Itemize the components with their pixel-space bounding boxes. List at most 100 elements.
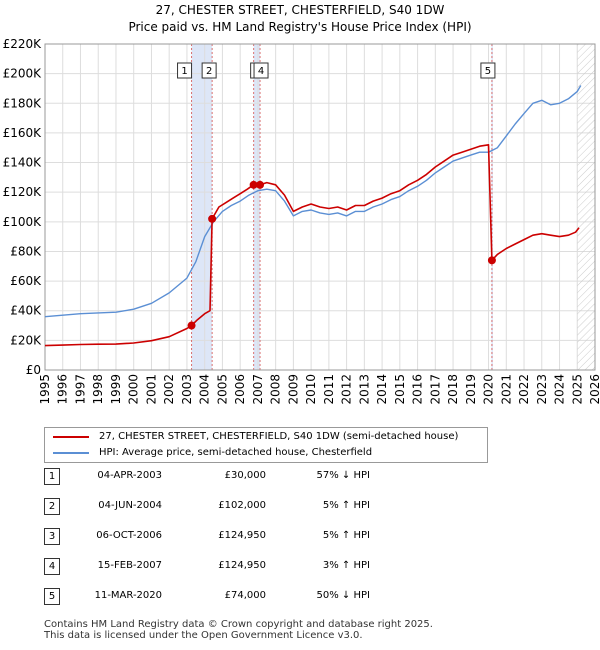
legend-swatch-price-paid	[53, 436, 89, 438]
legend-swatch-hpi	[53, 452, 89, 454]
x-tick-label: 2007	[251, 374, 265, 405]
chart-title: 27, CHESTER STREET, CHESTERFIELD, S40 1D…	[0, 2, 600, 36]
sale-price: £124,950	[218, 530, 266, 541]
sale-point	[249, 180, 258, 189]
y-tick-label: £140K	[3, 156, 43, 170]
sale-date: 04-APR-2003	[97, 470, 162, 481]
sale-date: 06-OCT-2006	[96, 530, 162, 541]
x-tick-label: 2019	[464, 374, 478, 405]
sale-row: 2 04-JUN-2004 £102,000 5% ↑ HPI	[0, 498, 600, 518]
forecast-hatch	[577, 44, 595, 370]
sale-row: 5 11-MAR-2020 £74,000 50% ↓ HPI	[0, 588, 600, 608]
sale-number-badge: 4	[44, 558, 60, 575]
sale-hpi-relation: 3% ↑ HPI	[322, 560, 370, 571]
x-tick-label: 1996	[56, 374, 70, 405]
sale-label-text: 4	[258, 66, 264, 77]
x-tick-label: 2012	[340, 374, 354, 405]
x-tick-label: 2017	[428, 374, 442, 405]
x-tick-label: 2011	[322, 374, 336, 405]
sale-date: 15-FEB-2007	[97, 560, 162, 571]
x-tick-label: 2026	[588, 374, 600, 405]
sale-point	[256, 180, 265, 189]
x-tick-label: 2002	[162, 374, 176, 405]
y-tick-label: £100K	[3, 215, 43, 229]
y-tick-label: £20K	[10, 333, 42, 347]
sale-date: 11-MAR-2020	[94, 590, 162, 601]
y-tick-label: £220K	[3, 37, 43, 51]
x-tick-label: 2000	[127, 374, 141, 405]
sale-row: 3 06-OCT-2006 £124,950 5% ↑ HPI	[0, 528, 600, 548]
sale-band	[191, 44, 213, 370]
x-tick-label: 2004	[198, 374, 212, 405]
footer-license: This data is licensed under the Open Gov…	[44, 630, 363, 641]
price-paid-line	[44, 144, 580, 347]
y-tick-label: £160K	[3, 126, 43, 140]
price-chart: 12345£0£20K£40K£60K£80K£100K£120K£140K£1…	[3, 37, 600, 405]
sale-label-text: 1	[181, 66, 187, 77]
x-tick-label: 1999	[109, 374, 123, 405]
x-tick-label: 1998	[91, 374, 105, 405]
footer-copyright: Contains HM Land Registry data © Crown c…	[44, 619, 433, 630]
legend-label-price-paid: 27, CHESTER STREET, CHESTERFIELD, S40 1D…	[99, 431, 459, 442]
y-tick-label: £60K	[10, 274, 42, 288]
sale-point	[208, 214, 217, 223]
sale-label-box	[177, 62, 193, 79]
sale-label-box	[201, 62, 217, 79]
sale-band	[253, 44, 261, 370]
y-tick-label: £80K	[10, 244, 42, 258]
legend-label-hpi: HPI: Average price, semi-detached house,…	[99, 447, 373, 458]
y-tick-label: £180K	[3, 96, 43, 110]
x-tick-label: 2009	[286, 374, 300, 405]
sale-hpi-relation: 5% ↑ HPI	[322, 530, 370, 541]
x-tick-label: 2010	[304, 374, 318, 405]
sale-hpi-relation: 50% ↓ HPI	[316, 590, 370, 601]
y-tick-label: £120K	[3, 185, 43, 199]
x-tick-label: 2014	[375, 374, 389, 405]
sale-hpi-relation: 5% ↑ HPI	[322, 500, 370, 511]
y-tick-label: £0	[26, 363, 41, 377]
hpi-line	[44, 85, 582, 318]
x-tick-label: 1997	[73, 374, 87, 405]
chart-subtitle: Price paid vs. HM Land Registry's House …	[128, 20, 472, 34]
sale-number-badge: 5	[44, 588, 60, 605]
plot-border	[44, 43, 596, 371]
x-tick-label: 2001	[144, 374, 158, 405]
sale-point	[187, 321, 196, 330]
sale-label-box	[253, 62, 269, 79]
x-tick-label: 2016	[411, 374, 425, 405]
footer: Contains HM Land Registry data © Crown c…	[44, 619, 433, 641]
x-tick-label: 2006	[233, 374, 247, 405]
sale-number-badge: 2	[44, 498, 60, 515]
sale-price: £74,000	[224, 590, 266, 601]
x-tick-label: 1995	[38, 374, 52, 405]
sale-band	[491, 44, 493, 370]
chart-legend: 27, CHESTER STREET, CHESTERFIELD, S40 1D…	[44, 427, 488, 463]
sale-point	[487, 256, 496, 265]
x-tick-label: 2018	[446, 374, 460, 405]
x-tick-label: 2003	[180, 374, 194, 405]
sale-hpi-relation: 57% ↓ HPI	[316, 470, 370, 481]
sale-row: 1 04-APR-2003 £30,000 57% ↓ HPI	[0, 468, 600, 488]
sale-label-box	[480, 62, 496, 79]
sale-date: 04-JUN-2004	[98, 500, 162, 511]
y-tick-label: £200K	[3, 67, 43, 81]
sale-label-text: 2	[206, 66, 212, 77]
x-tick-label: 2021	[499, 374, 513, 405]
sale-number-badge: 1	[44, 468, 60, 485]
x-tick-label: 2008	[269, 374, 283, 405]
x-tick-label: 2013	[357, 374, 371, 405]
x-tick-label: 2005	[215, 374, 229, 405]
x-tick-label: 2025	[570, 374, 584, 405]
sale-number-badge: 3	[44, 528, 60, 545]
x-tick-label: 2024	[553, 374, 567, 405]
chart-title-line1: 27, CHESTER STREET, CHESTERFIELD, S40 1D…	[155, 3, 445, 17]
x-tick-label: 2015	[393, 374, 407, 405]
sale-price: £30,000	[224, 470, 266, 481]
sale-row: 4 15-FEB-2007 £124,950 3% ↑ HPI	[0, 558, 600, 578]
x-tick-label: 2023	[535, 374, 549, 405]
sale-price: £102,000	[218, 500, 266, 511]
x-tick-label: 2020	[482, 374, 496, 405]
y-tick-label: £40K	[10, 304, 42, 318]
sale-label-text: 5	[485, 66, 491, 77]
sale-price: £124,950	[218, 560, 266, 571]
